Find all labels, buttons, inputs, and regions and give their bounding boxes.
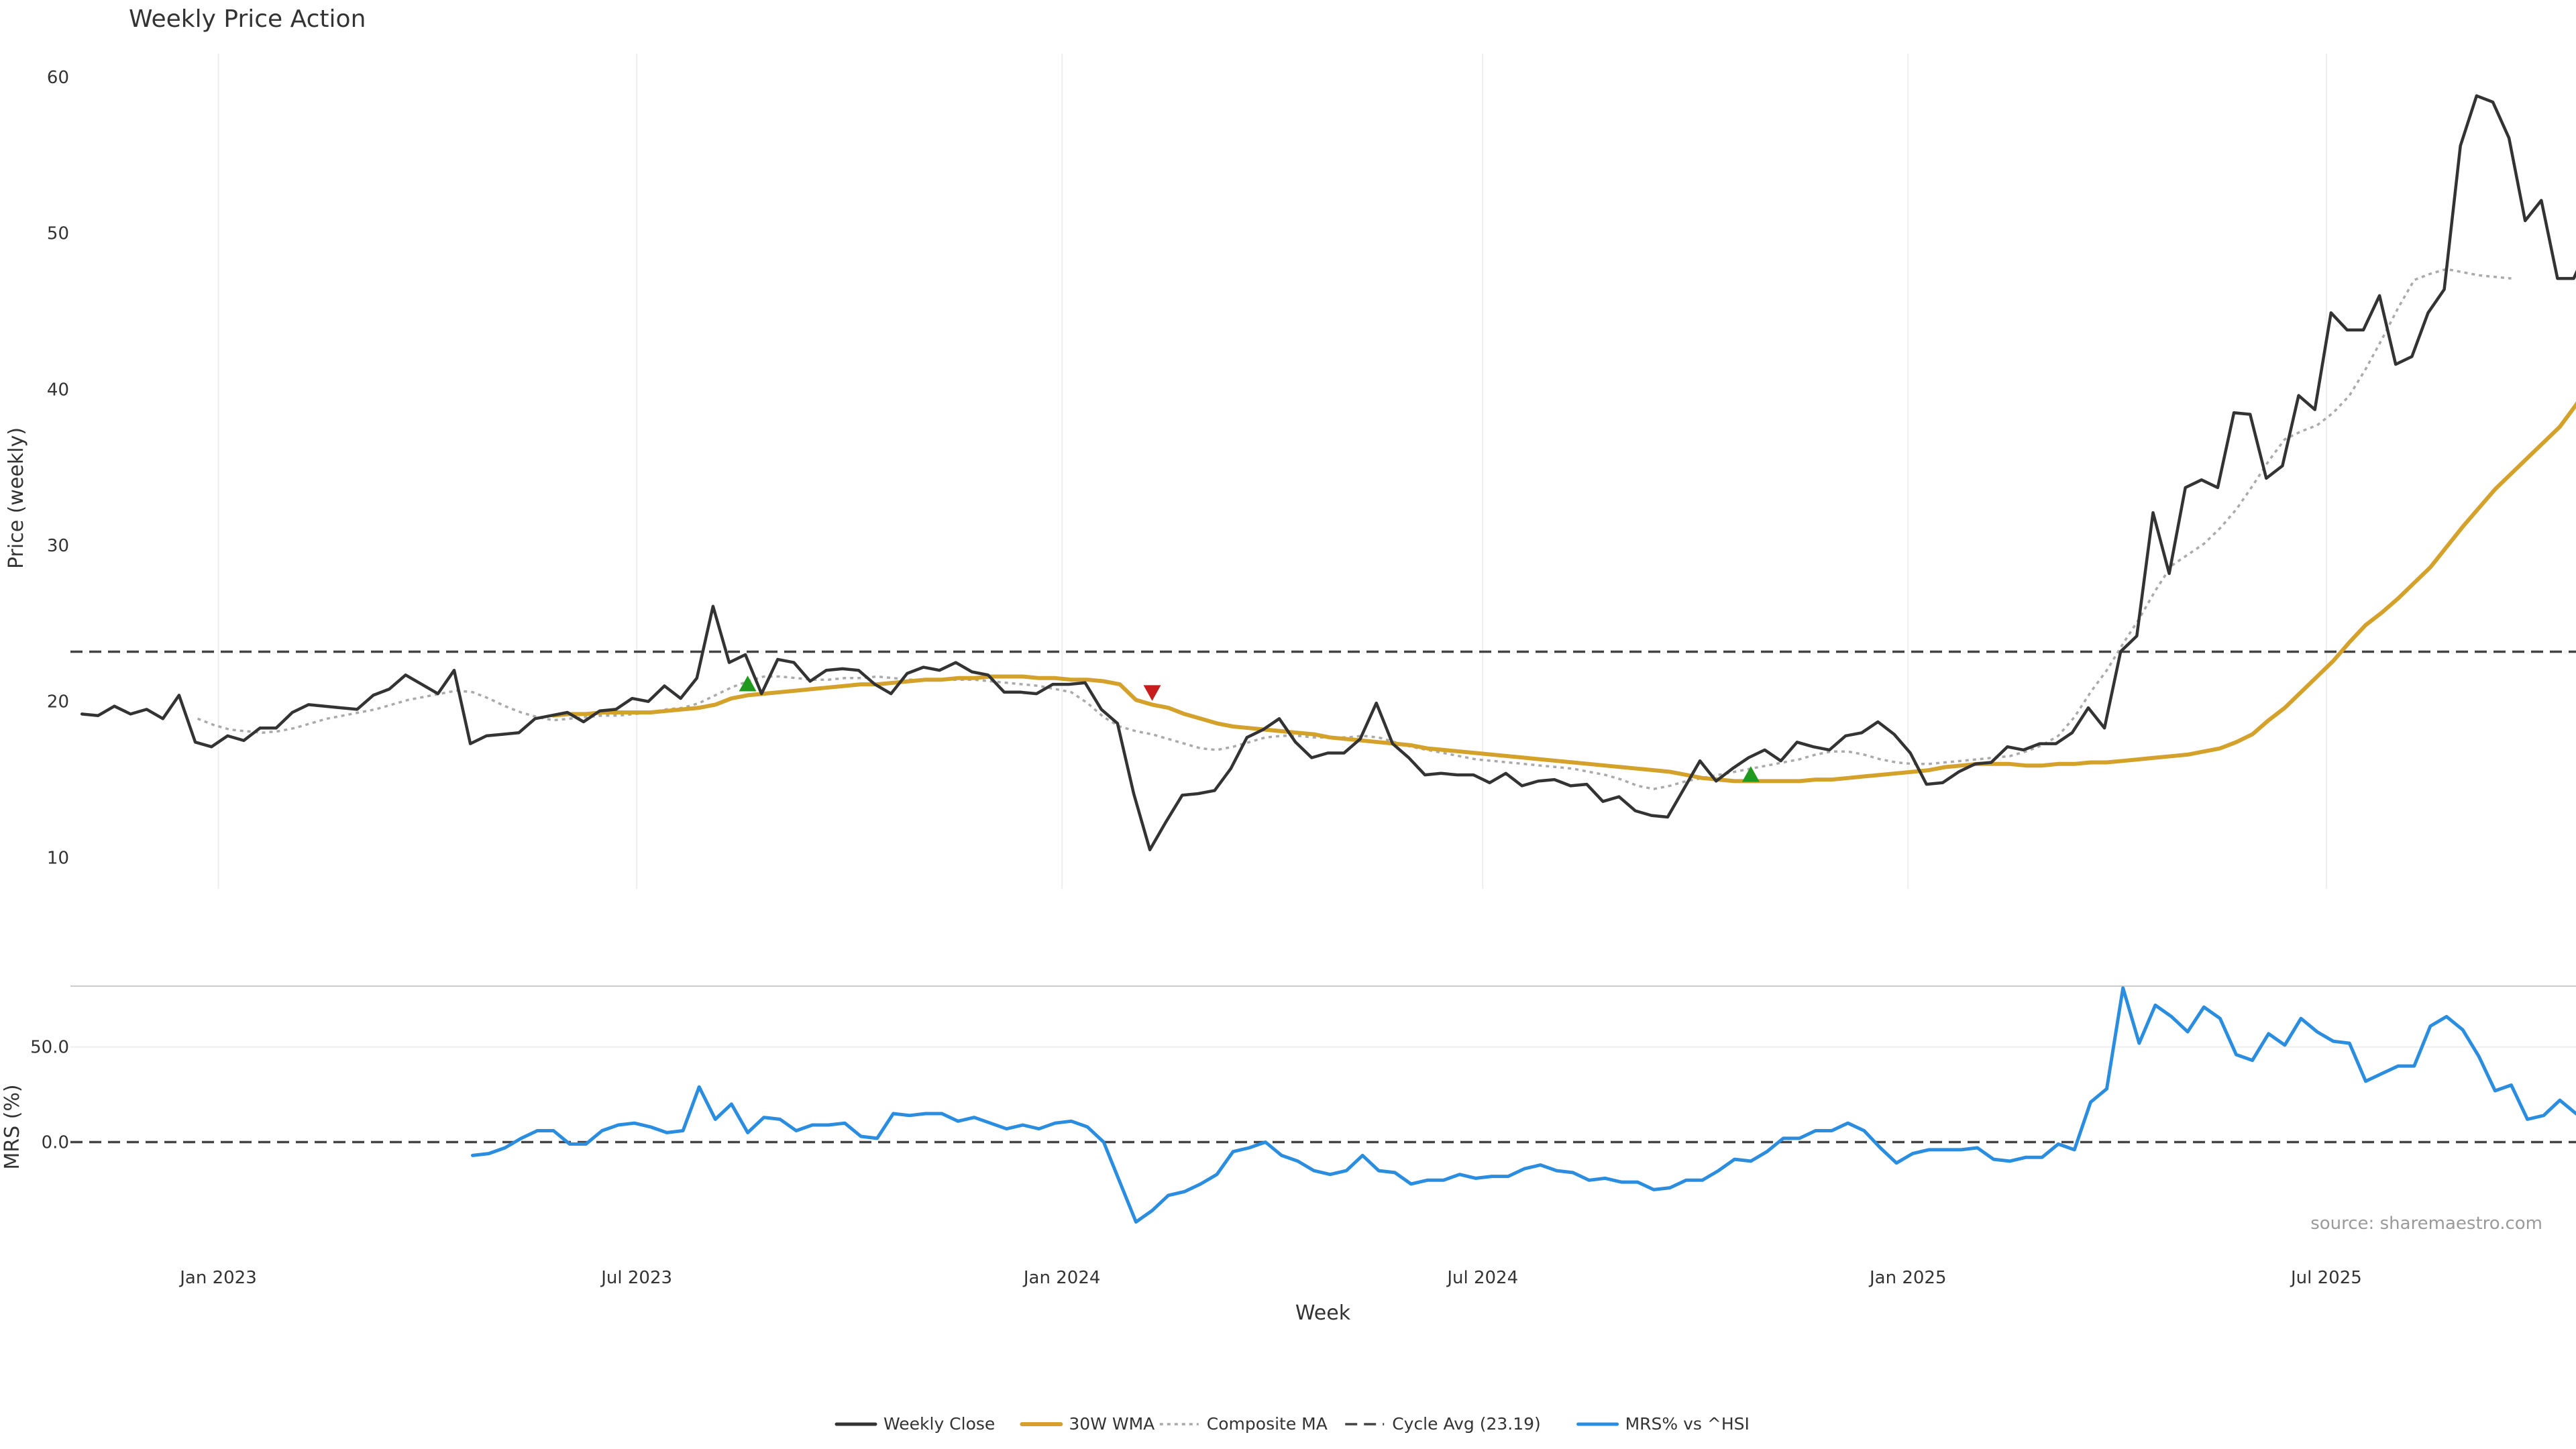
composite-ma-line xyxy=(197,268,2512,790)
x-tick-label: Jan 2025 xyxy=(1868,1268,1947,1288)
legend-label: Weekly Close xyxy=(883,1414,995,1434)
legend-item: Cycle Avg (23.19) xyxy=(1345,1414,1541,1434)
mrs-y-axis-title: MRS (%) xyxy=(1,1084,24,1169)
price-panel: 10 20 30 40 50 60 Price (weekly) xyxy=(5,54,2576,889)
price-y-tick-label: 10 xyxy=(47,848,69,868)
price-y-tick-label: 30 xyxy=(47,536,69,556)
buy-signal-marker xyxy=(739,676,757,692)
x-tick-label: Jul 2024 xyxy=(1446,1268,1518,1288)
legend-item: Weekly Close xyxy=(835,1414,995,1434)
buy-signal-marker xyxy=(1741,766,1760,782)
chart-title: Weekly Price Action xyxy=(129,5,366,33)
weekly-close-line xyxy=(80,94,2576,852)
source-note: source: sharemaestro.com xyxy=(2310,1214,2542,1234)
mrs-line xyxy=(471,986,2576,1224)
x-axis-title: Week xyxy=(1295,1301,1351,1325)
wma-30w-line xyxy=(551,401,2576,784)
legend: Weekly Close 30W WMA Composite MA Cycle Avg… xyxy=(835,1414,1750,1434)
legend-item: Composite MA xyxy=(1159,1414,1328,1434)
price-y-tick-label: 20 xyxy=(47,692,69,712)
legend-item: MRS% vs ^HSI xyxy=(1576,1414,1750,1434)
price-y-tick-label: 50 xyxy=(47,224,69,244)
x-tick-label: Jul 2023 xyxy=(600,1268,672,1288)
legend-label: Composite MA xyxy=(1207,1414,1328,1434)
mrs-panel: 0.0 50.0 MRS (%) xyxy=(1,985,2576,1224)
mrs-y-tick-label: 50.0 xyxy=(30,1038,69,1058)
legend-label: MRS% vs ^HSI xyxy=(1625,1414,1750,1434)
x-axis: Jan 2023 Jul 2023 Jan 2024 Jul 2024 Jan 2025… xyxy=(178,1268,2362,1288)
legend-label: 30W WMA xyxy=(1069,1414,1155,1434)
x-tick-label: Jan 2023 xyxy=(178,1268,257,1288)
price-y-tick-label: 60 xyxy=(47,68,69,88)
sell-signal-marker xyxy=(1143,685,1161,701)
legend-item: 30W WMA xyxy=(1020,1414,1155,1434)
price-y-axis-title: Price (weekly) xyxy=(5,427,28,569)
mrs-y-tick-label: 0.0 xyxy=(42,1133,69,1153)
x-tick-label: Jan 2024 xyxy=(1022,1268,1101,1288)
legend-label: Cycle Avg (23.19) xyxy=(1392,1414,1541,1434)
x-tick-label: Jul 2025 xyxy=(2290,1268,2362,1288)
price-y-tick-label: 40 xyxy=(47,380,69,400)
